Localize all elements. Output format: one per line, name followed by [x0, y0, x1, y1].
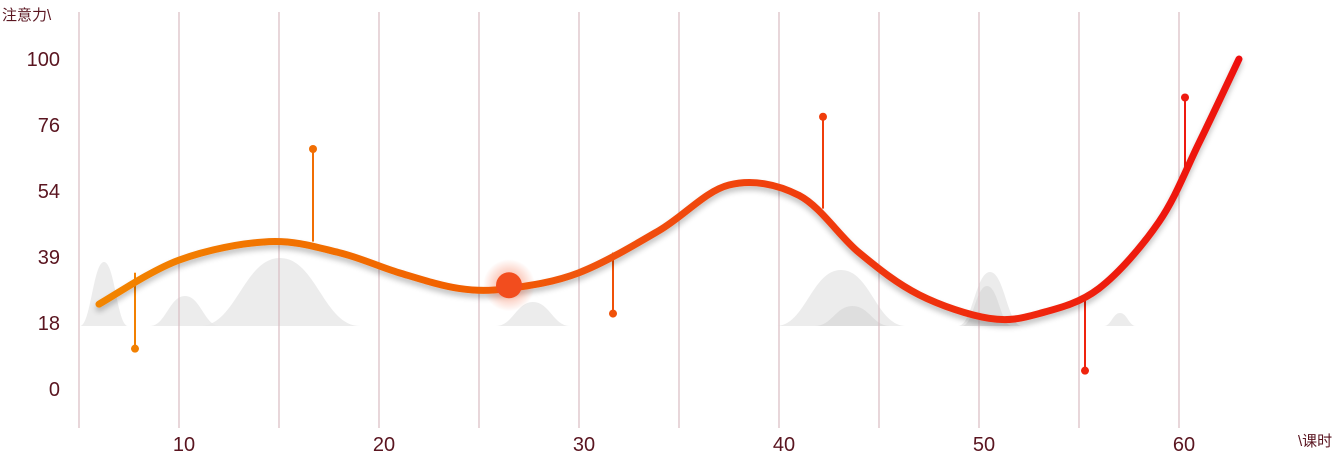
x-axis-title: \课时 — [1298, 433, 1332, 450]
mountain-4 — [776, 270, 906, 326]
annotation-dot-5 — [1181, 93, 1189, 102]
y-tick-100: 100 — [27, 49, 60, 71]
mountain-1 — [150, 296, 220, 326]
annotation-dot-0 — [131, 344, 139, 353]
gridlines — [78, 12, 1180, 428]
x-tick-30: 30 — [573, 434, 595, 453]
series-line-0 — [95, 55, 1243, 324]
annotation-dot-2 — [609, 309, 617, 318]
x-tick-10: 10 — [173, 434, 195, 453]
y-tick-54: 54 — [38, 181, 60, 203]
mountain-3 — [496, 302, 570, 326]
mountain-5 — [815, 306, 890, 326]
y-tick-18: 18 — [38, 313, 60, 335]
annotation-dot-4 — [1081, 366, 1089, 375]
y-axis-title: 注意力\ — [2, 6, 52, 24]
series-group — [95, 55, 1243, 324]
y-tick-39: 39 — [38, 247, 60, 269]
annotation-dot-1 — [309, 145, 317, 153]
highlight-point — [496, 272, 522, 299]
annotation-dot-3 — [819, 112, 827, 121]
y-tick-0: 0 — [49, 379, 60, 401]
x-tick-60: 60 — [1173, 434, 1195, 453]
x-tick-20: 20 — [373, 434, 395, 453]
x-tick-40: 40 — [773, 434, 795, 453]
x-axis-ticks: 10 20 30 40 50 60 — [173, 434, 1195, 453]
mountain-0 — [80, 262, 128, 326]
x-tick-50: 50 — [973, 434, 995, 453]
annotation-pins — [131, 93, 1189, 375]
y-tick-76: 76 — [38, 115, 60, 137]
y-axis-ticks: 100 76 54 39 18 0 — [27, 49, 60, 401]
mountain-8 — [1104, 313, 1136, 326]
mountain-2 — [200, 258, 360, 326]
